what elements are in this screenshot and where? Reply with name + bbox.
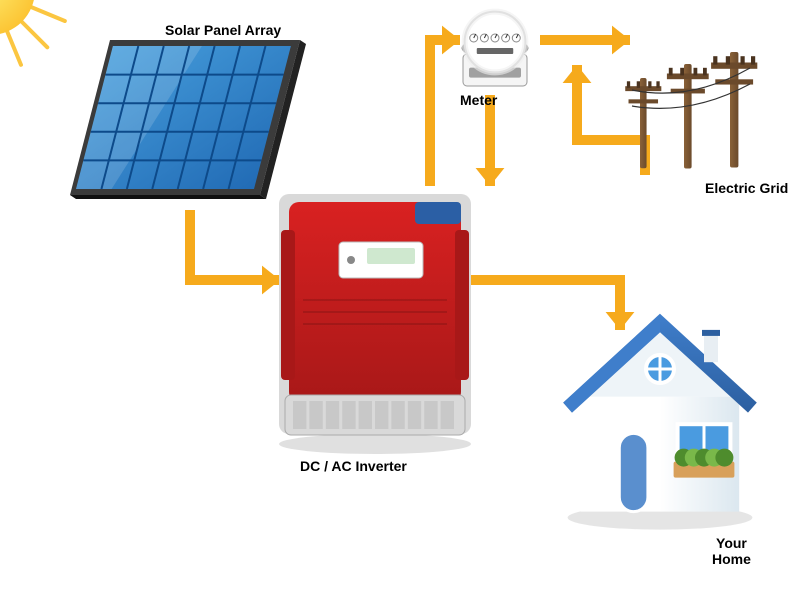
label-home: Your Home bbox=[712, 535, 751, 567]
inverter-to-meter-up bbox=[430, 40, 460, 186]
solar-panel-icon bbox=[70, 40, 306, 199]
label-grid: Electric Grid bbox=[705, 180, 788, 196]
label-inverter: DC / AC Inverter bbox=[300, 458, 407, 474]
home-icon bbox=[563, 314, 757, 530]
label-solar-panel: Solar Panel Array bbox=[165, 22, 281, 38]
electric-grid-icon bbox=[625, 52, 757, 169]
label-meter: Meter bbox=[460, 92, 497, 108]
sun-icon bbox=[0, 0, 71, 71]
inverter-to-home bbox=[470, 280, 620, 330]
meter-icon bbox=[462, 12, 529, 86]
diagram-stage bbox=[0, 0, 800, 600]
inverter-icon bbox=[279, 194, 471, 454]
